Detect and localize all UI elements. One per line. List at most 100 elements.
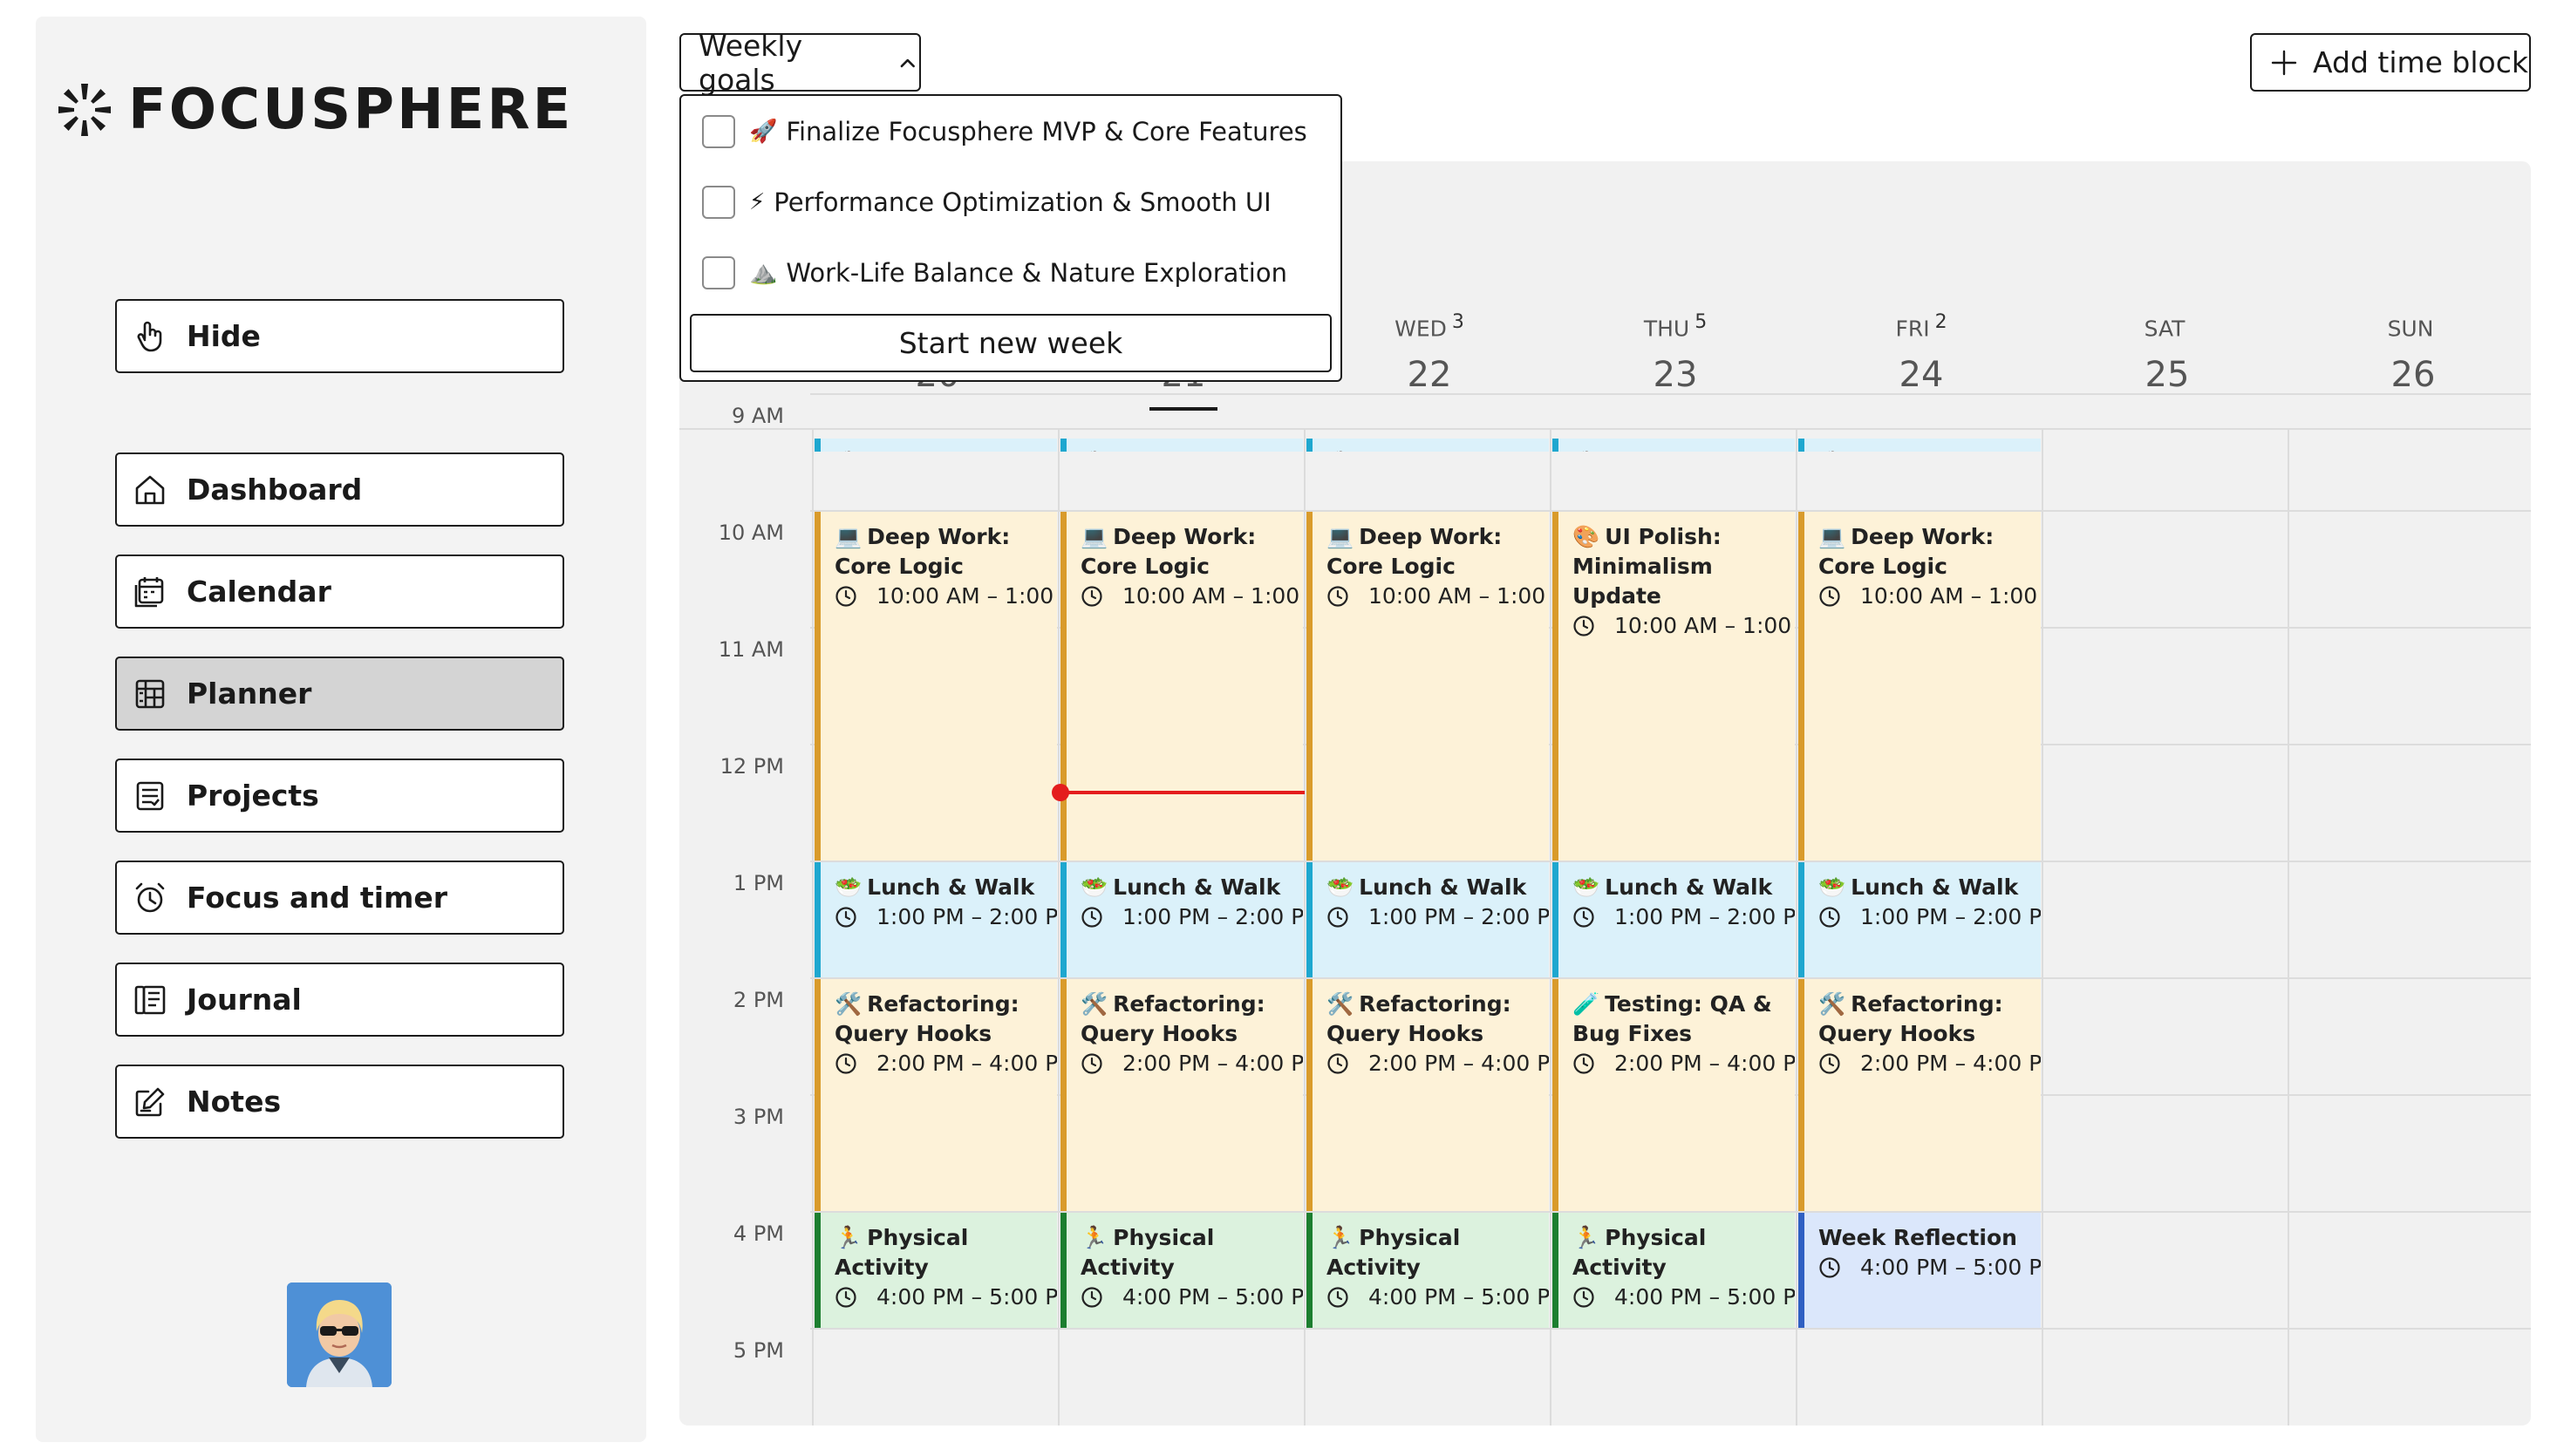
day-of-week: SAT [2044,311,2290,341]
goal-item[interactable]: ⚡ Performance Optimization & Smooth UI [702,186,1272,219]
time-block-title: 🛠️ Refactoring: Query Hooks [835,990,1057,1049]
time-block[interactable]: 🧘Morning Routine8:30 AM – 9:30 AM [1798,439,2041,452]
time-block[interactable]: 🥗 Lunch & Walk 1:00 PM – 2:00 PM [1798,862,2041,977]
time-block[interactable]: 🥗 Lunch & Walk 1:00 PM – 2:00 PM [1060,862,1303,977]
user-avatar[interactable] [287,1283,392,1387]
rocket-icon: 🚀 [749,119,778,145]
day-number: 23 [1653,355,1698,395]
time-block-emoji-icon: 🛠️ [1818,991,1846,1017]
day-header[interactable]: THU 5 23 [1552,161,1798,428]
time-block-title-text: Deep Work: Core Logic [835,524,1011,579]
time-block[interactable]: 🧪 Testing: QA & Bug Fixes 2:00 PM – 4:00 P… [1552,979,1795,1211]
app-logo[interactable]: FOCUSPHERE [55,78,573,142]
goal-checkbox[interactable] [702,115,735,148]
time-block-time-text: 2:00 PM – 4:00 PM [876,1051,1057,1076]
day-column-divider [812,428,814,1425]
nav-label: Calendar [187,575,331,609]
weekly-goals-dropdown[interactable]: Weekly goals [679,29,921,97]
time-block[interactable]: 🛠️ Refactoring: Query Hooks 2:00 PM – 4:00… [1798,979,2041,1211]
time-block-title: 🏃 Physical Activity [835,1223,1057,1283]
start-new-week-button[interactable]: Start new week [690,314,1332,372]
time-block[interactable]: 🏃 Physical Activity 4:00 PM – 5:00 PM [1060,1213,1303,1328]
time-block[interactable]: 🏃 Physical Activity 4:00 PM – 5:00 PM [1552,1213,1795,1328]
time-block-title: 🛠️ Refactoring: Query Hooks [1081,990,1303,1049]
weekly-goals-label: Weekly goals [699,28,803,97]
time-block[interactable]: 🏃 Physical Activity 4:00 PM – 5:00 PM [815,1213,1057,1328]
clock-icon [1819,1053,1840,1074]
nav-journal[interactable]: Journal [115,963,564,1037]
hour-gridline [810,861,2531,862]
time-block[interactable]: 🛠️ Refactoring: Query Hooks 2:00 PM – 4:00… [1060,979,1303,1211]
time-block-title: 🥗 Lunch & Walk [1818,873,2041,902]
time-block-emoji-icon: 🏃 [1326,1225,1354,1250]
time-block[interactable]: 🧘Morning Routine8:30 AM – 9:30 AM [1306,439,1549,452]
time-block-title-text: Morning Routine [1326,451,1460,452]
day-column-divider [1796,428,1797,1425]
alarm-clock-icon [135,882,165,912]
time-block-time: 1:00 PM – 2:00 PM [1818,902,2041,932]
time-block[interactable]: Week Reflection 4:00 PM – 5:00 PM [1798,1213,2041,1328]
nav-planner[interactable]: Planner [115,657,564,731]
notes-icon [135,1087,165,1116]
time-block-emoji-icon: 🧘 [1572,451,1599,452]
nav-label: Dashboard [187,473,363,507]
time-block-title-text: Morning Routine [835,451,968,452]
time-block-title-text: Physical Activity [1081,1225,1215,1280]
nav-focus-timer[interactable]: Focus and timer [115,861,564,935]
goal-checkbox[interactable] [702,186,735,219]
nav-calendar[interactable]: Calendar [115,555,564,629]
day-column-divider [2042,428,2043,1425]
time-block[interactable]: 🛠️ Refactoring: Query Hooks 2:00 PM – 4:00… [815,979,1057,1211]
current-time-line [1060,791,1305,795]
time-block[interactable]: 🥗 Lunch & Walk 1:00 PM – 2:00 PM [815,862,1057,977]
goal-item[interactable]: ⛰️ Work-Life Balance & Nature Exploratio… [702,256,1287,289]
add-time-block-button[interactable]: Add time block [2250,33,2531,92]
nav-notes[interactable]: Notes [115,1065,564,1139]
nav-dashboard[interactable]: Dashboard [115,452,564,527]
goal-checkbox[interactable] [702,256,735,289]
time-block-title: 🥗 Lunch & Walk [835,873,1057,902]
day-header[interactable]: FRI 2 24 [1798,161,2044,428]
time-block-title-text: Lunch & Walk [1113,874,1281,900]
calendar-icon [134,576,164,607]
time-block-emoji-icon: 🎨 [1572,524,1600,549]
goal-item[interactable]: 🚀 Finalize Focusphere MVP & Core Feature… [702,115,1307,148]
day-header[interactable]: WED 3 22 [1306,161,1552,428]
sidebar: FOCUSPHERE Hide Dashboard Calendar Plann… [36,17,646,1442]
time-block[interactable]: 🎨 UI Polish: Minimalism Update 10:00 AM – … [1552,512,1795,861]
time-block-title-text: Morning Routine [1572,451,1706,452]
day-of-week-label: SAT [2144,316,2186,342]
time-block-time-text: 2:00 PM – 4:00 PM [1614,1051,1795,1076]
time-block-time: 1:00 PM – 2:00 PM [1081,902,1303,932]
time-block-emoji-icon: 🥗 [835,874,863,900]
time-block-title: Week Reflection [1818,1223,2041,1253]
nav-label: Journal [187,983,302,1017]
hide-sidebar-button[interactable]: Hide [115,299,564,373]
nav-label: Projects [187,779,319,813]
time-block[interactable]: 🥗 Lunch & Walk 1:00 PM – 2:00 PM [1552,862,1795,977]
time-block-time: 4:00 PM – 5:00 PM [1572,1283,1795,1312]
time-block-emoji-icon: 🏃 [1572,1225,1600,1250]
time-block[interactable]: 🧘Morning Routine8:30 AM – 9:30 AM [1060,439,1303,452]
time-block-time-text: 4:00 PM – 5:00 PM [1122,1284,1303,1310]
day-header[interactable]: SAT 25 [2044,161,2290,428]
hour-label: 11 AM [718,637,784,662]
time-block[interactable]: 🥗 Lunch & Walk 1:00 PM – 2:00 PM [1306,862,1549,977]
chevron-up-icon [901,58,916,67]
clock-icon [1573,616,1594,636]
time-block[interactable]: 🛠️ Refactoring: Query Hooks 2:00 PM – 4:00… [1306,979,1549,1211]
goal-label: Finalize Focusphere MVP & Core Features [786,117,1307,146]
plus-icon [2271,50,2297,75]
nav-projects[interactable]: Projects [115,759,564,833]
time-block[interactable]: 🏃 Physical Activity 4:00 PM – 5:00 PM [1306,1213,1549,1328]
day-header[interactable]: SUN 26 [2290,161,2531,428]
time-block[interactable]: 🧘Morning Routine8:30 AM – 9:30 AM [815,439,1057,452]
goal-label: Performance Optimization & Smooth UI [774,187,1272,217]
avatar-image [287,1283,392,1387]
time-block[interactable]: 🧘Morning Routine8:30 AM – 9:30 AM [1552,439,1795,452]
time-block-title-text: Deep Work: Core Logic [1326,524,1503,579]
